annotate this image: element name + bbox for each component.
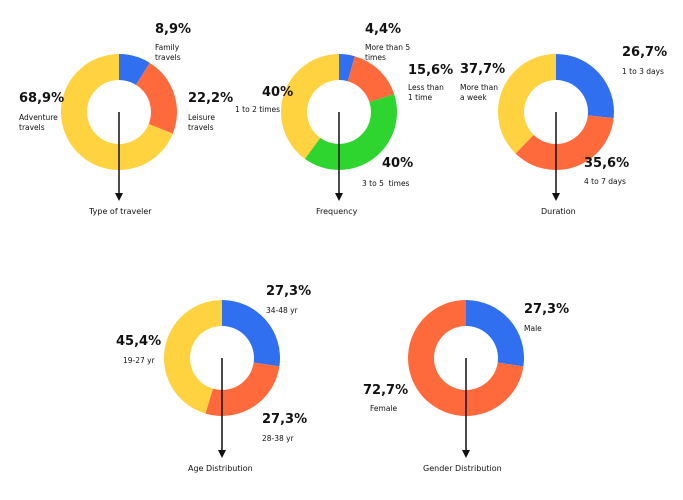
chart-caption: Gender Distribution <box>423 464 502 473</box>
slice-pct-adventure: 68,9% <box>19 91 65 106</box>
donut-slice <box>205 362 280 416</box>
donut-slice <box>347 56 395 103</box>
arrow-down-icon <box>552 193 560 201</box>
chart-caption: Age Distribution <box>188 464 253 473</box>
donut-chart <box>60 54 177 201</box>
slice-pct-19-27: 45,4% <box>116 334 162 349</box>
slice-label-1-to-3-days: 1 to 3 days <box>622 67 664 76</box>
slice-pct-4-to-7-days: 35,6% <box>584 156 630 171</box>
donut-slice <box>466 300 524 367</box>
donut-chart <box>164 300 280 458</box>
slice-label-more-than-week: More than a week <box>460 83 499 102</box>
donut-slice <box>135 62 177 134</box>
slice-label-34-48: 34-48 yr <box>266 306 298 315</box>
slice-pct-leisure: 22,2% <box>188 91 234 106</box>
donut-slice <box>164 300 222 414</box>
slice-label-1-to-2: 1 to 2 times <box>235 105 281 114</box>
donut-slice <box>339 54 355 82</box>
slice-pct-less-than-1: 15,6% <box>408 63 454 78</box>
donut-slice <box>60 54 173 171</box>
slice-pct-1-to-3-days: 26,7% <box>622 45 668 60</box>
donut-slice <box>119 54 150 85</box>
chart-caption: Type of traveler <box>89 207 152 216</box>
donut-chart <box>497 54 614 201</box>
slice-pct-1-to-2: 40% <box>262 85 294 100</box>
slice-label-leisure: Leisure travels <box>188 113 215 132</box>
slice-label-3-to-5: 3 to 5 times <box>362 179 410 188</box>
donut-slice <box>556 54 614 119</box>
slice-label-less-than-1: Less than 1 time <box>408 83 444 102</box>
arrow-down-icon <box>115 193 123 201</box>
slice-pct-family: 8,9% <box>155 22 192 37</box>
slice-label-4-to-7-days: 4 to 7 days <box>584 177 626 186</box>
arrow-down-icon <box>462 450 470 458</box>
slice-label-19-27: 19-27 yr <box>123 356 155 365</box>
slice-label-adventure: Adventure travels <box>19 113 58 132</box>
slice-pct-more-than-5: 4,4% <box>365 22 402 37</box>
slice-label-family: Family travels <box>155 43 181 62</box>
slice-pct-28-38: 27,3% <box>262 412 308 427</box>
chart-caption: Frequency <box>316 207 358 216</box>
donut-chart <box>407 300 524 458</box>
slice-label-male: Male <box>524 324 542 333</box>
slice-pct-male: 27,3% <box>524 302 570 317</box>
arrow-down-icon <box>335 193 343 201</box>
donut-chart <box>281 54 397 201</box>
donut-slice <box>222 300 280 367</box>
donut-slice <box>304 94 397 171</box>
slice-pct-female: 72,7% <box>363 383 409 398</box>
slice-pct-34-48: 27,3% <box>266 284 312 299</box>
slice-label-female: Female <box>370 404 398 413</box>
donut-slice <box>407 300 524 416</box>
donut-slice <box>281 54 339 159</box>
donut-slice <box>515 115 614 170</box>
slice-pct-3-to-5: 40% <box>382 156 414 171</box>
donut-slice <box>497 54 556 154</box>
arrow-down-icon <box>218 450 226 458</box>
slice-pct-more-than-week: 37,7% <box>460 62 506 77</box>
chart-caption: Duration <box>541 207 576 216</box>
slice-label-28-38: 28-38 yr <box>262 434 294 443</box>
slice-label-more-than-5: More than 5 times <box>365 43 411 62</box>
